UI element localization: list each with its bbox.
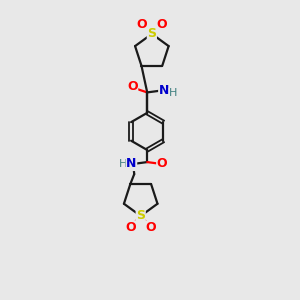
Text: S: S [136,209,145,222]
Text: S: S [147,27,156,40]
Text: H: H [119,159,127,169]
Text: O: O [125,221,136,234]
Text: N: N [126,158,136,170]
Text: O: O [157,18,167,31]
Text: H: H [169,88,177,98]
Text: O: O [157,158,167,170]
Text: O: O [127,80,138,93]
Text: O: O [146,221,156,234]
Text: O: O [136,18,147,31]
Text: N: N [159,84,169,97]
